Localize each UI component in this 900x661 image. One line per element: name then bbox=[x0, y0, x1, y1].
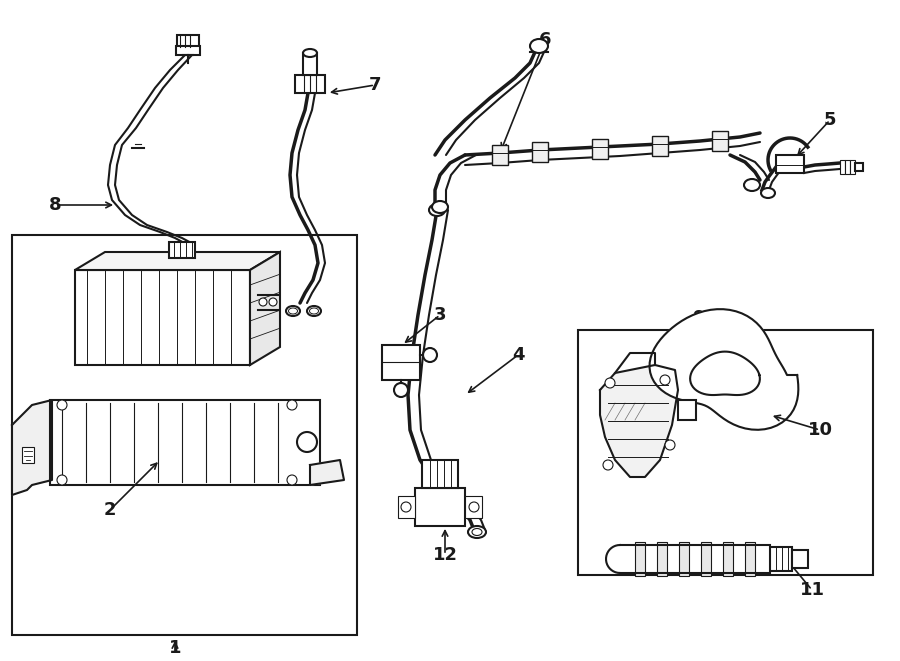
Ellipse shape bbox=[744, 179, 760, 191]
Polygon shape bbox=[75, 252, 280, 270]
Polygon shape bbox=[690, 352, 760, 395]
Bar bbox=[50, 400, 320, 485]
Bar bbox=[22, 447, 34, 463]
Ellipse shape bbox=[432, 201, 448, 213]
Text: 6: 6 bbox=[539, 31, 551, 49]
Circle shape bbox=[603, 460, 613, 470]
Ellipse shape bbox=[761, 188, 775, 198]
Text: 9: 9 bbox=[692, 309, 704, 327]
Bar bbox=[745, 542, 755, 576]
Bar bbox=[678, 400, 696, 420]
Ellipse shape bbox=[286, 306, 300, 316]
Bar bbox=[712, 131, 728, 151]
Circle shape bbox=[259, 298, 267, 306]
Bar bbox=[855, 163, 863, 171]
Bar bbox=[532, 142, 548, 162]
Bar bbox=[303, 53, 317, 75]
Bar bbox=[792, 550, 808, 568]
Text: 1: 1 bbox=[169, 639, 181, 657]
Ellipse shape bbox=[468, 526, 486, 538]
Text: 11: 11 bbox=[799, 581, 824, 599]
Ellipse shape bbox=[530, 39, 548, 53]
Bar bbox=[415, 488, 465, 526]
Bar bbox=[845, 160, 850, 174]
Circle shape bbox=[297, 432, 317, 452]
Circle shape bbox=[394, 383, 408, 397]
Bar bbox=[169, 242, 195, 258]
Polygon shape bbox=[12, 400, 52, 495]
Circle shape bbox=[423, 348, 437, 362]
Polygon shape bbox=[650, 309, 798, 430]
Text: 2: 2 bbox=[104, 501, 116, 519]
Ellipse shape bbox=[429, 204, 445, 216]
Bar bbox=[635, 542, 645, 576]
Bar bbox=[465, 496, 482, 518]
Bar bbox=[701, 542, 711, 576]
Text: 7: 7 bbox=[369, 76, 382, 94]
Ellipse shape bbox=[289, 308, 298, 314]
Polygon shape bbox=[310, 460, 344, 485]
Circle shape bbox=[401, 502, 411, 512]
Ellipse shape bbox=[307, 306, 321, 316]
Bar bbox=[770, 547, 792, 571]
Bar bbox=[850, 160, 855, 174]
Bar bbox=[578, 330, 873, 575]
Bar bbox=[840, 160, 845, 174]
Text: 5: 5 bbox=[824, 111, 836, 129]
Circle shape bbox=[287, 475, 297, 485]
Circle shape bbox=[605, 378, 615, 388]
Bar bbox=[492, 145, 508, 165]
Text: 4: 4 bbox=[512, 346, 524, 364]
Bar bbox=[176, 46, 200, 55]
Bar bbox=[679, 542, 689, 576]
Polygon shape bbox=[600, 365, 678, 477]
Ellipse shape bbox=[303, 49, 317, 57]
Circle shape bbox=[57, 475, 67, 485]
Circle shape bbox=[660, 375, 670, 385]
Bar bbox=[723, 542, 733, 576]
Ellipse shape bbox=[472, 529, 482, 535]
Text: 10: 10 bbox=[807, 421, 833, 439]
Bar bbox=[592, 139, 608, 159]
Bar bbox=[382, 345, 420, 380]
Circle shape bbox=[469, 502, 479, 512]
Bar bbox=[776, 155, 804, 173]
Circle shape bbox=[57, 400, 67, 410]
Text: 3: 3 bbox=[434, 306, 446, 324]
Text: 8: 8 bbox=[49, 196, 61, 214]
Circle shape bbox=[269, 298, 277, 306]
Bar bbox=[12, 235, 357, 635]
Circle shape bbox=[287, 400, 297, 410]
Bar bbox=[295, 75, 325, 93]
Bar bbox=[75, 270, 250, 365]
Polygon shape bbox=[250, 252, 280, 365]
Ellipse shape bbox=[310, 308, 319, 314]
Circle shape bbox=[665, 440, 675, 450]
Bar bbox=[657, 542, 667, 576]
Bar bbox=[652, 136, 668, 156]
Bar bbox=[422, 460, 458, 488]
Text: 12: 12 bbox=[433, 546, 457, 564]
Bar bbox=[398, 496, 415, 518]
Bar bbox=[177, 35, 199, 47]
